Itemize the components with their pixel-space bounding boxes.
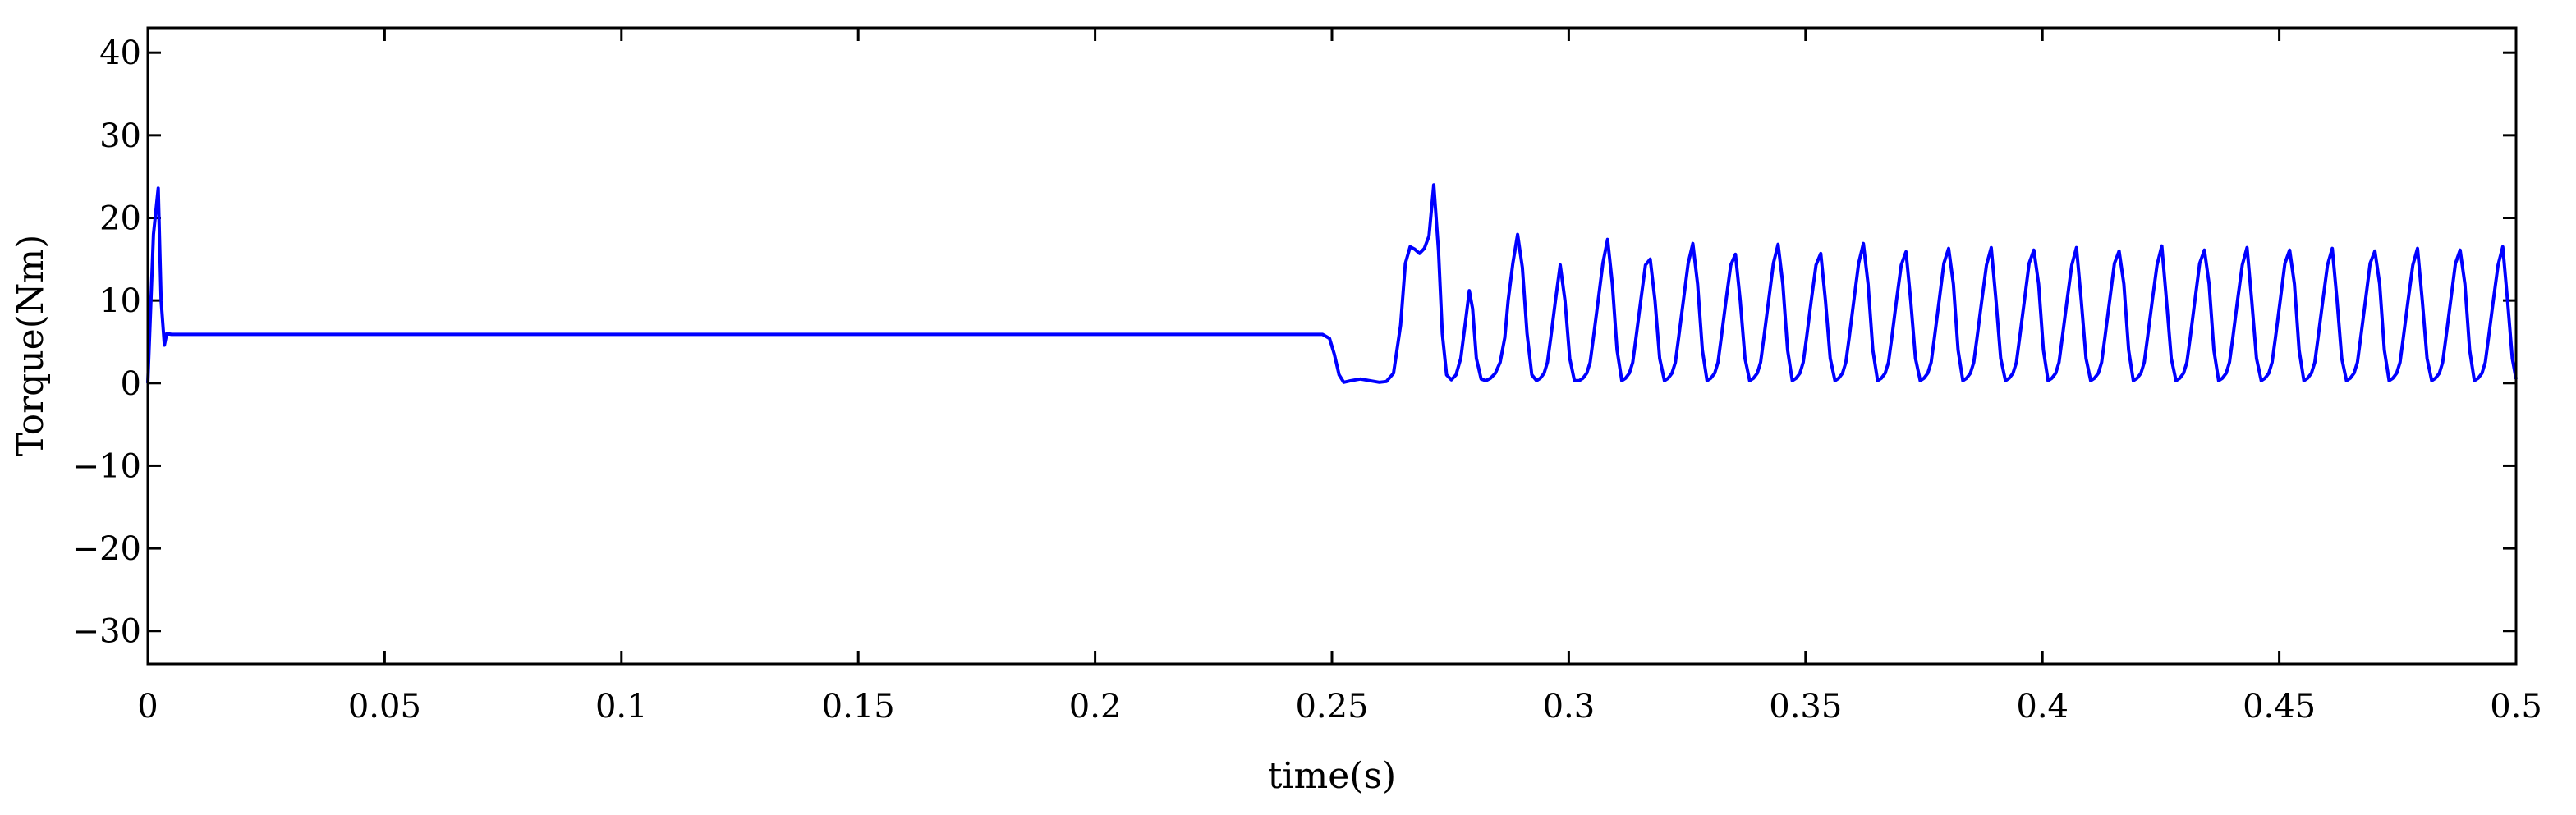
x-tick-label: 0.3 (1543, 688, 1596, 726)
y-tick-label: 10 (99, 282, 141, 320)
x-tick-label: 0.2 (1069, 688, 1122, 726)
x-tick-label: 0.45 (2243, 688, 2316, 726)
x-tick-label: 0.15 (822, 688, 895, 726)
x-tick-label: 0.25 (1295, 688, 1368, 726)
x-tick-label: 0 (137, 688, 158, 726)
x-tick-label: 0.05 (348, 688, 421, 726)
y-tick-label: 0 (121, 365, 141, 403)
plot-frame (146, 26, 2518, 666)
y-tick-label: −30 (72, 613, 141, 651)
torque-series-line (146, 183, 2518, 384)
x-tick-label: 0.4 (2016, 688, 2069, 726)
y-tick-labels: −30 −20 −10 0 10 20 30 40 (72, 34, 141, 651)
x-tick-label: 0.1 (595, 688, 648, 726)
x-tick-label: 0.5 (2490, 688, 2542, 726)
x-tick-labels: 0 0.05 0.1 0.15 0.2 0.25 0.3 0.35 0.4 0.45 0.5 (137, 688, 2542, 726)
y-axis-title: Torque(Nm) (10, 235, 52, 457)
y-tick-label: 40 (99, 34, 141, 72)
x-tick-label: 0.35 (1769, 688, 1842, 726)
y-tick-label: −10 (72, 447, 141, 485)
x-axis-title: time(s) (1268, 755, 1396, 797)
y-tick-label: 20 (99, 199, 141, 237)
y-tick-label: −20 (72, 530, 141, 568)
y-tick-label: 30 (99, 117, 141, 155)
series-layer (146, 183, 2518, 384)
